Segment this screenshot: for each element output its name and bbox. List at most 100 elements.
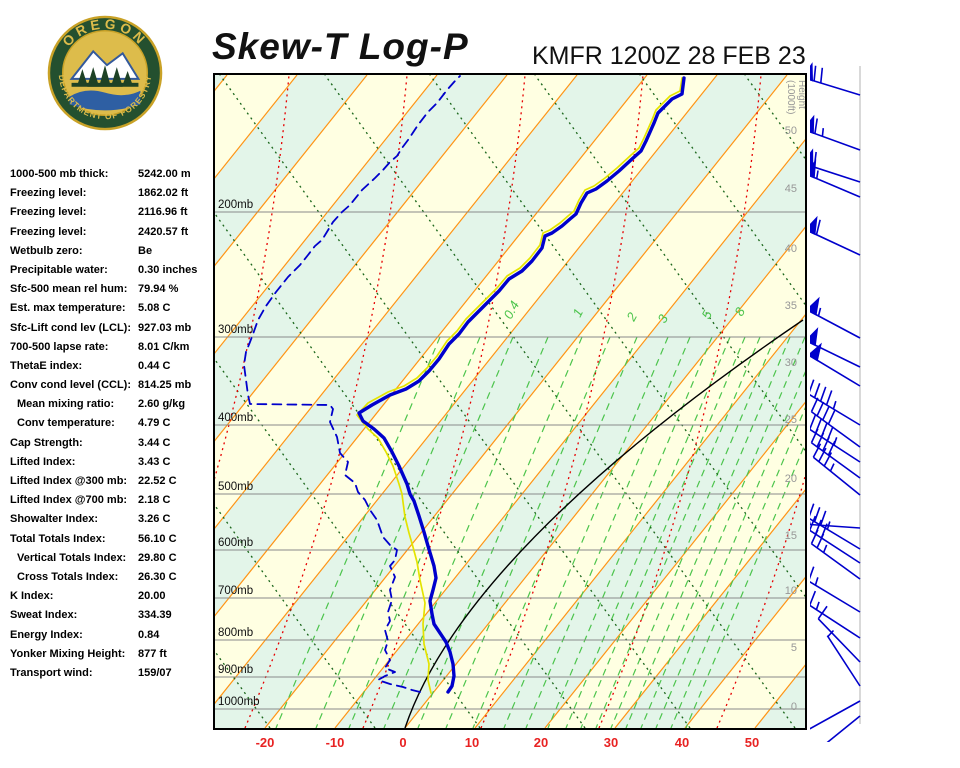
index-label: Lifted Index: [10, 455, 76, 468]
dry-adiabat-lines [215, 75, 805, 728]
index-value: 5242.00 m [138, 168, 191, 180]
index-value: Be [138, 244, 153, 257]
index-value: 0.30 inches [138, 263, 198, 276]
svg-text:15: 15 [785, 530, 797, 542]
index-value: 26.30 C [138, 570, 177, 583]
index-row: 700-500 lapse rate: 8.01 C/km [10, 338, 212, 357]
index-label: Precipitable water: [10, 263, 108, 276]
index-label: Wetbulb zero: [10, 244, 83, 257]
index-value: 3.26 C [138, 513, 171, 526]
temp-tick-label: 10 [465, 735, 479, 750]
index-row: Freezing level: 2116.96 ft [10, 203, 212, 222]
wind-barb [810, 159, 861, 198]
index-label: Lifted Index @700 mb: [10, 494, 128, 507]
skewt-chart: 200mb 300mb 400mb 500mb 600mb 700mb 800mb 900mb… [213, 73, 807, 730]
index-value: 927.03 mb [138, 321, 192, 334]
wind-barb [810, 379, 861, 426]
svg-text:30: 30 [785, 357, 797, 369]
wetbulb-trace [356, 77, 683, 694]
index-label: Cap Strength: [10, 436, 83, 449]
height-axis-title: Height [796, 80, 805, 109]
index-label: Sfc-500 mean rel hum: [10, 283, 128, 296]
index-label: Mean mixing ratio: [17, 398, 115, 411]
wind-barb [810, 520, 861, 529]
index-value: 159/07 [138, 666, 172, 679]
index-row: Conv temperature: 4.79 C [10, 414, 212, 433]
wind-barb [810, 428, 861, 479]
wind-barb [812, 443, 861, 496]
svg-text:40: 40 [785, 243, 797, 255]
index-label: Energy Index: [10, 628, 83, 641]
moist-adiabat-lines [215, 75, 805, 728]
index-label: 1000-500 mb thick: [10, 168, 109, 180]
indices-panel: 1000-500 mb thick: 5242.00 m Freezing leve… [10, 165, 212, 683]
index-row: Conv cond level (CCL): 814.25 mb [10, 376, 212, 395]
wind-barb [810, 296, 861, 339]
index-row: Sweat Index: 334.39 [10, 606, 212, 625]
page-title: Skew-T Log-P [212, 26, 469, 67]
index-row: Sfc-500 mean rel hum: 79.94 % [10, 280, 212, 299]
wind-barb [810, 327, 861, 368]
index-row: 1000-500 mb thick: 5242.00 m [10, 165, 212, 184]
index-value: 8.01 C/km [138, 340, 190, 353]
station-datetime-label: KMFR 1200Z 28 FEB 23 [532, 42, 806, 70]
index-label: Vertical Totals Index: [17, 551, 127, 564]
index-label: Lifted Index @300 mb: [10, 475, 128, 487]
wind-barb [826, 629, 861, 687]
index-label: Sweat Index: [10, 609, 78, 622]
svg-text:20: 20 [785, 473, 797, 485]
index-value: 2.60 g/kg [138, 398, 186, 411]
index-row: Precipitable water: 0.30 inches [10, 261, 212, 280]
index-value: 20.00 [138, 590, 166, 603]
index-value: 3.44 C [138, 436, 171, 449]
index-row: Wetbulb zero: Be [10, 242, 212, 261]
index-row: Lifted Index @700 mb: 2.18 C [10, 491, 212, 510]
temp-tick-label: 30 [604, 735, 618, 750]
temp-tick-label: -20 [256, 735, 275, 750]
index-value: 2116.96 ft [138, 206, 188, 219]
index-row: Est. max temperature: 5.08 C [10, 299, 212, 318]
index-label: Showalter Index: [10, 513, 99, 526]
svg-text:500mb: 500mb [218, 481, 253, 493]
index-label: Conv cond level (CCL): [10, 379, 132, 392]
temperature-trace [357, 76, 686, 694]
index-row: Total Totals Index: 56.10 C [10, 530, 212, 549]
index-label: 700-500 lapse rate: [10, 340, 109, 353]
wind-barb [826, 715, 861, 742]
index-value: 814.25 mb [138, 379, 192, 392]
height-axis-units: (1000ft) [785, 80, 796, 114]
dewpoint-trace [243, 75, 461, 693]
logo-forest-scene [69, 49, 141, 111]
index-row: Lifted Index @300 mb: 22.52 C [10, 472, 212, 491]
svg-text:700mb: 700mb [218, 585, 253, 597]
index-value: 3.43 C [138, 455, 171, 468]
index-label: Freezing level: [10, 187, 87, 200]
index-row: Showalter Index: 3.26 C [10, 510, 212, 529]
svg-text:400mb: 400mb [218, 412, 253, 424]
temp-tick-label: 0 [399, 735, 406, 750]
wind-barb [810, 215, 861, 256]
index-value: 334.39 [138, 609, 172, 622]
index-label: Est. max temperature: [10, 302, 126, 315]
wind-barb [810, 700, 861, 730]
svg-text:1000mb: 1000mb [218, 696, 260, 708]
svg-text:900mb: 900mb [218, 664, 253, 676]
svg-text:5: 5 [791, 642, 797, 654]
wind-barb [810, 342, 861, 387]
wind-barb [810, 529, 861, 580]
wind-barb [810, 114, 861, 151]
svg-text:600mb: 600mb [218, 537, 253, 549]
index-label: Cross Totals Index: [17, 570, 119, 583]
index-value: 2420.57 ft [138, 225, 189, 238]
wind-barb-panel [810, 62, 861, 742]
temp-tick-label: 20 [534, 735, 548, 750]
index-value: 877 ft [138, 647, 167, 660]
wind-barb [810, 397, 861, 448]
index-row: Freezing level: 2420.57 ft [10, 223, 212, 242]
index-row: Mean mixing ratio: 2.60 g/kg [10, 395, 212, 414]
index-label: Yonker Mixing Height: [10, 647, 126, 660]
index-row: Freezing level: 1862.02 ft [10, 184, 212, 203]
isotherm-bands [215, 75, 805, 728]
